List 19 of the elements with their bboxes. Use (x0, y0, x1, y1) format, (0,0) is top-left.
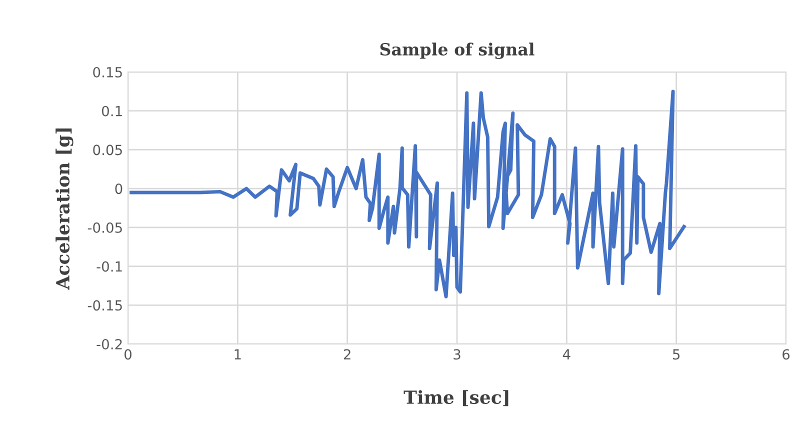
x-tick-label: 4 (562, 349, 570, 360)
y-tick-label: -0.1 (96, 261, 122, 272)
x-axis-title: Time [sec] (404, 390, 508, 406)
x-tick-label: 3 (454, 349, 460, 360)
y-tick-label: 0.15 (93, 66, 122, 78)
y-tick-label: 0.05 (93, 144, 122, 156)
x-tick-label: 6 (782, 349, 790, 360)
y-tick-label: -0.05 (88, 222, 122, 233)
line-series (130, 90, 686, 298)
y-tick-label: 0 (115, 184, 122, 194)
chart-title: Sample of signal (380, 42, 534, 60)
y-tick-label: -0.2 (96, 338, 122, 350)
x-tick-label: 5 (672, 349, 680, 360)
x-tick-label: 2 (344, 349, 350, 360)
y-tick-label: -0.15 (88, 300, 122, 311)
x-tick-label: 1 (234, 349, 241, 360)
y-tick-label: 0.1 (102, 106, 122, 116)
x-tick-label: 0 (124, 349, 132, 360)
y-axis-title: Acceleration [g] (56, 128, 74, 290)
